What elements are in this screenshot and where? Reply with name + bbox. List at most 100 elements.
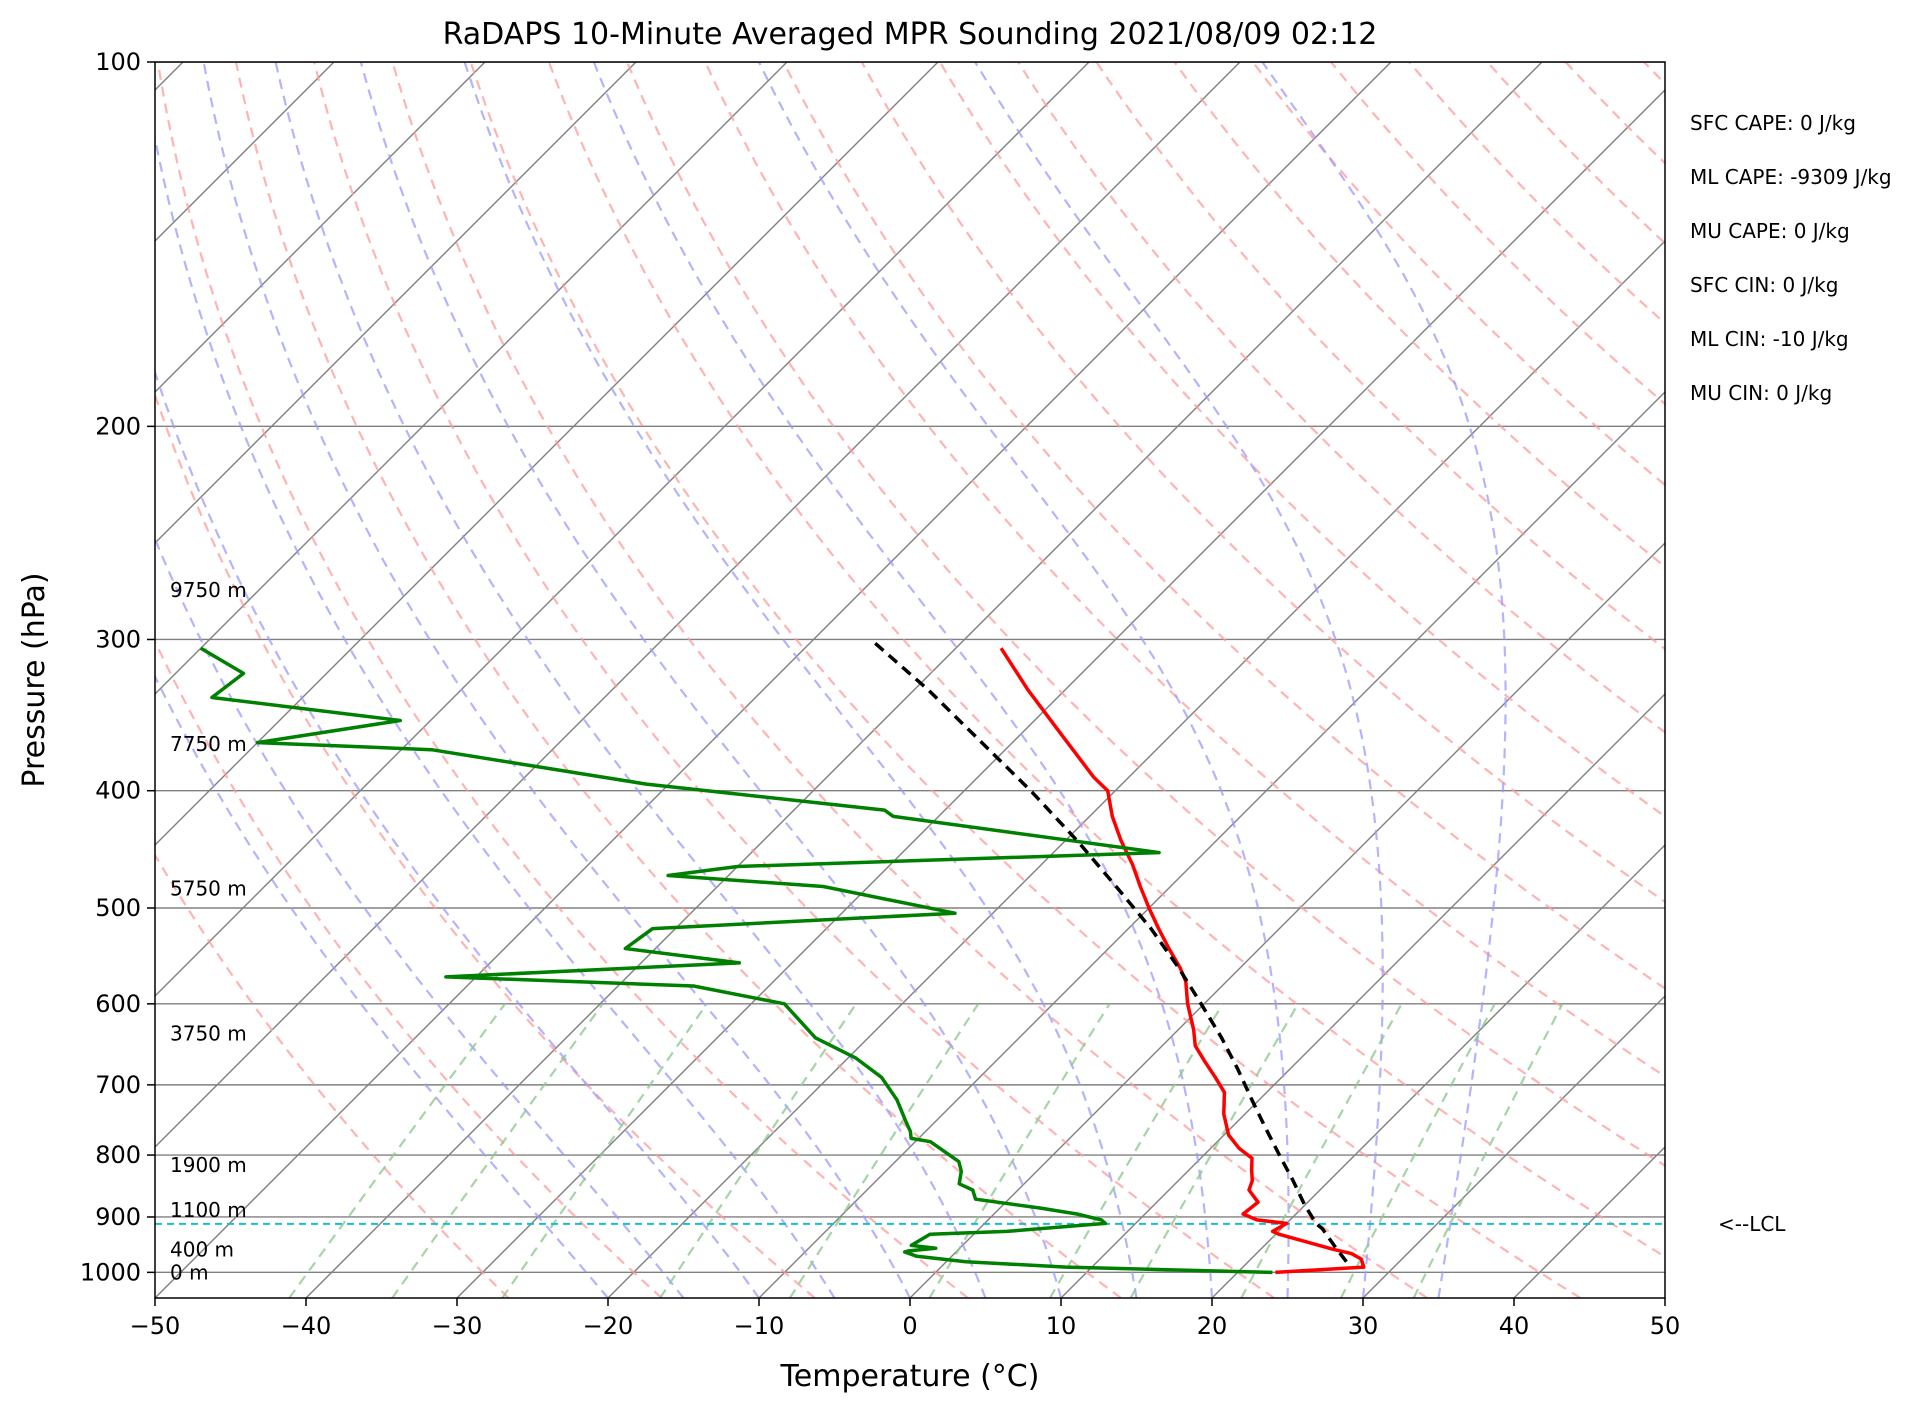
mixing-ratio-line (1412, 1003, 1564, 1298)
y-tick-label: 600 (95, 990, 141, 1018)
isotherm-line (1513, 1146, 1665, 1298)
plot-frame (154, 61, 1666, 1299)
x-tick-label: −20 (583, 1312, 634, 1340)
moist-adiabat-line (202, 62, 911, 1298)
mixing-ratio-line (1339, 1003, 1496, 1298)
isotherm-line (456, 89, 1665, 1298)
dry-adiabat-line (391, 62, 1428, 1298)
dry-adiabat-line (1095, 62, 1665, 651)
y-tick-label: 900 (95, 1203, 141, 1231)
stability-index: ML CIN: -10 J/kg (1690, 327, 1849, 351)
mixing-ratio-line (1240, 1003, 1403, 1298)
isotherm-line (1362, 995, 1665, 1298)
x-tick-label: 30 (1348, 1312, 1379, 1340)
x-tick-label: 0 (902, 1312, 917, 1340)
x-axis-title: Temperature (°C) (780, 1359, 1040, 1394)
dry-adiabat-line (155, 853, 510, 1298)
dry-adiabat-line (156, 62, 969, 1298)
x-axis: −50 −40 −30 −20 −10 0 10 20 30 40 50 (130, 1298, 1681, 1340)
chart-title: RaDAPS 10-Minute Averaged MPR Sounding 2… (443, 17, 1378, 52)
height-label: 9750 m (170, 578, 247, 602)
isotherm-line (758, 391, 1665, 1298)
dry-adiabat-line (1330, 62, 1665, 406)
dry-adiabat-line (547, 62, 1665, 1259)
isotherm-line (1060, 693, 1665, 1298)
height-label: 400 m (170, 1237, 234, 1261)
isotherm-line (155, 62, 939, 846)
isotherm-line (1211, 844, 1665, 1298)
x-tick-label: −10 (734, 1312, 785, 1340)
moist-adiabat-line (155, 536, 685, 1298)
moist-adiabat-line (274, 62, 987, 1298)
stability-index: SFC CAPE: 0 J/kg (1690, 111, 1856, 135)
moist-adiabat-line (757, 62, 1290, 1298)
y-axis: 100 200 300 400 500 600 700 800 900 1000 (80, 48, 155, 1286)
isotherm-line (909, 542, 1665, 1298)
mixing-ratio-line (391, 1003, 604, 1298)
dry-adiabat-line (1251, 62, 1665, 487)
y-tick-label: 100 (95, 48, 141, 76)
dry-adiabat-line (155, 391, 816, 1298)
dewpoint-profile (199, 646, 1273, 1275)
moist-adiabat-line (155, 133, 836, 1298)
y-tick-label: 800 (95, 1141, 141, 1169)
x-tick-label: −40 (281, 1312, 332, 1340)
x-tick-label: −50 (130, 1312, 181, 1340)
dry-adiabat-line (1486, 62, 1665, 245)
mixing-ratio-line (288, 1003, 506, 1298)
lcl-label: <--LCL (1718, 1212, 1786, 1236)
mixing-ratio-line (659, 1003, 858, 1298)
parcel-profile (869, 638, 1348, 1263)
stability-index: MU CIN: 0 J/kg (1690, 381, 1832, 405)
height-label: 5750 m (170, 877, 247, 901)
dry-adiabat-line (155, 639, 663, 1298)
dry-adiabat-line (782, 62, 1665, 990)
temperature-profile (999, 647, 1366, 1275)
isotherm-line (155, 62, 788, 695)
height-label: 1100 m (170, 1198, 247, 1222)
stability-index: SFC CIN: 0 J/kg (1690, 273, 1838, 297)
isotherm-line (155, 62, 1090, 997)
moist-adiabat-line (155, 674, 609, 1298)
background-lines (155, 62, 1922, 1298)
y-tick-label: 200 (95, 412, 141, 440)
isotherm-line (155, 62, 1392, 1298)
dry-adiabat-line (938, 62, 1665, 818)
moist-adiabat-line (1261, 62, 1507, 1298)
dry-adiabat-line (1408, 62, 1665, 325)
x-tick-label: 10 (1046, 1312, 1077, 1340)
dry-adiabat-line (1017, 62, 1665, 734)
dry-adiabat-line (626, 62, 1665, 1167)
dry-adiabat-line (704, 62, 1665, 1078)
isotherm-line (1816, 62, 1922, 1298)
dry-adiabat-line (313, 62, 1275, 1298)
dry-adiabat-line (469, 62, 1581, 1298)
moist-adiabat-line (359, 62, 1063, 1298)
moist-adiabat-line (974, 62, 1384, 1298)
mixing-ratio-line (928, 1003, 1111, 1298)
dry-adiabat-line (234, 62, 1122, 1298)
x-tick-label: −30 (432, 1312, 483, 1340)
isotherm-line (155, 62, 1241, 1148)
y-tick-label: 700 (95, 1071, 141, 1099)
x-tick-label: 40 (1499, 1312, 1530, 1340)
y-tick-label: 1000 (80, 1258, 141, 1286)
dry-adiabat-line (1643, 62, 1665, 86)
stability-indices: SFC CAPE: 0 J/kg ML CAPE: -9309 J/kg MU CA… (1690, 111, 1892, 405)
y-tick-label: 300 (95, 625, 141, 653)
mixing-ratio-line (1129, 1003, 1300, 1298)
isotherm-line (305, 62, 1543, 1298)
moist-adiabat-line (155, 368, 760, 1298)
stability-index: MU CAPE: 0 J/kg (1690, 219, 1850, 243)
height-label: 1900 m (170, 1153, 247, 1177)
y-axis-title: Pressure (hPa) (17, 572, 52, 787)
isotherm-line (1664, 1297, 1665, 1298)
isotherm-line (607, 240, 1665, 1298)
dry-adiabat-line (1722, 62, 1922, 1298)
height-label: 0 m (170, 1260, 209, 1284)
dry-adiabat-line (1564, 62, 1665, 165)
height-label: 7750 m (170, 732, 247, 756)
x-tick-label: 50 (1650, 1312, 1681, 1340)
